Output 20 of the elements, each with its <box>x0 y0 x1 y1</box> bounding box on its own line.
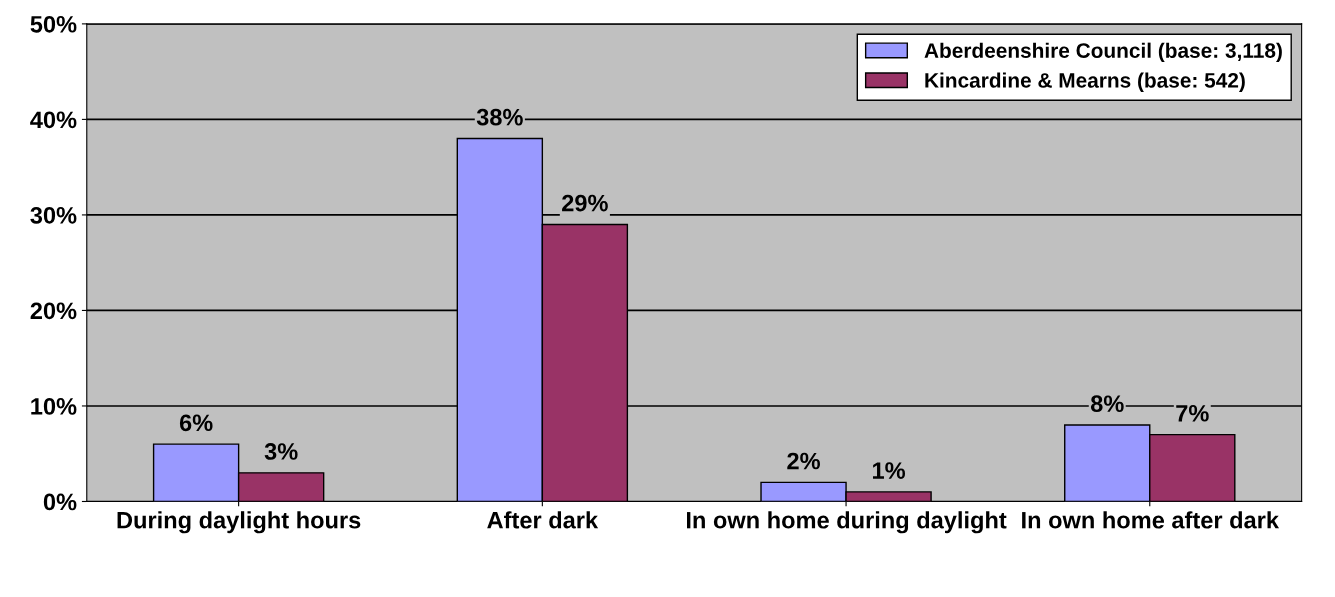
x-tick-label: After dark <box>487 511 599 529</box>
y-tick-label: 0% <box>43 493 77 511</box>
data-label: 6% <box>179 414 213 432</box>
data-label: 3% <box>264 443 298 460</box>
data-label: 8% <box>1090 395 1124 413</box>
data-label: 7% <box>1176 404 1209 422</box>
x-tick-label: In own home during daylight <box>686 511 1007 534</box>
y-tick-label: 20% <box>30 302 77 320</box>
x-tick-label: In own home after dark <box>1022 511 1280 529</box>
y-tick-label: 10% <box>31 398 77 415</box>
legend-label: Kincardine & Mearns (base: 542) <box>925 72 1245 92</box>
data-label: 2% <box>787 452 820 470</box>
data-label: 29% <box>562 194 608 212</box>
y-tick-label: 50% <box>30 15 77 33</box>
legend-label: Aberdeenshire Council (base: 3,118) <box>924 42 1282 63</box>
data-label: 1% <box>873 462 906 479</box>
data-label: 38% <box>476 108 523 126</box>
y-tick-label: 30% <box>30 206 77 224</box>
y-tick-label: 40% <box>30 111 77 129</box>
x-tick-label: During daylight hours <box>117 511 361 534</box>
